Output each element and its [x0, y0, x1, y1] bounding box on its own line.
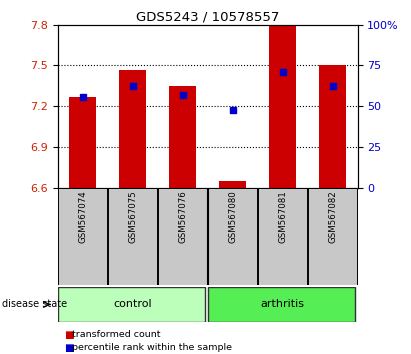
- Bar: [319, 65, 346, 188]
- Bar: [119, 69, 146, 188]
- Text: arthritis: arthritis: [261, 299, 305, 309]
- Bar: [58, 188, 107, 285]
- Text: GSM567080: GSM567080: [228, 190, 237, 243]
- Text: ■: ■: [64, 330, 74, 339]
- Text: transformed count: transformed count: [72, 330, 160, 339]
- Title: GDS5243 / 10578557: GDS5243 / 10578557: [136, 11, 279, 24]
- Bar: [169, 86, 196, 188]
- Bar: [108, 188, 157, 285]
- Text: ■: ■: [64, 343, 74, 353]
- Bar: [58, 287, 205, 322]
- Bar: [269, 25, 296, 188]
- Bar: [308, 188, 357, 285]
- Bar: [219, 181, 246, 188]
- Text: GSM567075: GSM567075: [128, 190, 137, 243]
- Text: GSM567074: GSM567074: [78, 190, 87, 243]
- Bar: [158, 188, 207, 285]
- Bar: [208, 287, 355, 322]
- Text: GSM567082: GSM567082: [328, 190, 337, 243]
- Text: GSM567081: GSM567081: [278, 190, 287, 243]
- Bar: [69, 97, 96, 188]
- Text: GSM567076: GSM567076: [178, 190, 187, 243]
- Text: disease state: disease state: [2, 299, 67, 309]
- Text: percentile rank within the sample: percentile rank within the sample: [72, 343, 232, 352]
- Bar: [208, 188, 257, 285]
- Bar: [258, 188, 307, 285]
- Text: control: control: [113, 299, 152, 309]
